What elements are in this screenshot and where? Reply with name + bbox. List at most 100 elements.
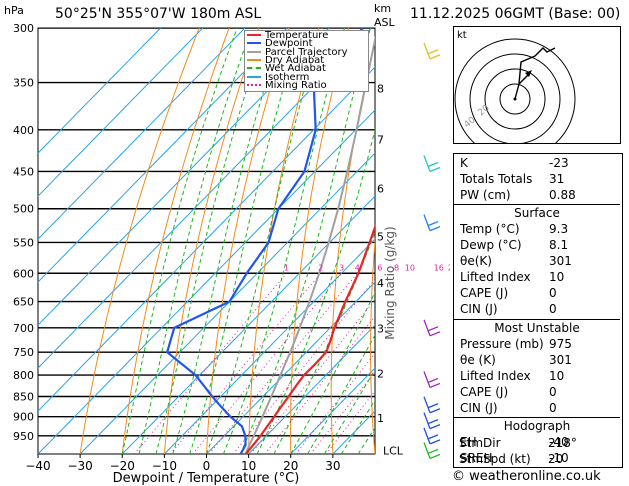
x-tick-label: 20: [283, 459, 298, 473]
mixing-ratio-label: 4: [355, 263, 360, 272]
divider: [454, 204, 620, 205]
wet-adiabat: [290, 291, 375, 454]
surface-thetae-value: 301: [549, 254, 572, 268]
parcel-trajectory-line: [244, 35, 375, 454]
mu-thetae-value: 301: [549, 353, 572, 367]
legend-item-wet-adiabat: Wet Adiabat: [247, 63, 326, 74]
pressure-tick-label: 600: [13, 267, 34, 280]
wind-barb-icon: [423, 319, 441, 337]
surface-temp-value: 9.3: [549, 222, 569, 236]
km-tick-label: 1: [377, 412, 384, 425]
isotherm: [38, 28, 372, 369]
hodo-ring-10: [499, 83, 531, 115]
mixing-ratio-label: 8: [394, 263, 399, 272]
surface-li-value: 10: [549, 270, 565, 284]
surface-cape-value: 0: [549, 286, 557, 300]
km-tick-label: 2: [377, 368, 384, 381]
hodograph-title: Hodograph: [503, 419, 571, 433]
mixing-ratio-label: 1: [284, 263, 289, 272]
legend-swatch: [247, 83, 261, 86]
pressure-tick-label: 700: [13, 322, 34, 335]
mu-cin-label: CIN (J): [460, 401, 498, 415]
mixing-ratio-line: [295, 352, 375, 454]
legend-item-mixing-ratio: Mixing Ratio: [247, 80, 327, 91]
chart-legend: Temperature Dewpoint Parcel Trajectory Dry …: [244, 30, 369, 92]
asl-label: ASL: [374, 16, 395, 29]
isotherm: [38, 28, 204, 197]
wind-barb-icon: [423, 214, 441, 232]
wet-adiabat: [121, 28, 238, 454]
surface-li-label: Lifted Index: [460, 270, 531, 284]
wet-adiabat: [256, 127, 375, 454]
mixing-ratio-label: 20: [448, 263, 450, 272]
hodo-trace-low: [514, 83, 520, 100]
mixing-ratio-line: [310, 371, 375, 454]
hodo-stmspd-label: StmSpd (kt): [459, 452, 531, 466]
mixing-ratio-label: 16: [434, 263, 444, 272]
km-tick-label: 6: [377, 182, 384, 195]
km-label: km: [374, 2, 392, 15]
index-pw-value: 0.88: [549, 188, 576, 202]
wet-adiabat: [172, 28, 285, 454]
hodo-stmdir-value: 218°: [548, 436, 577, 450]
legend-label: Dry Adiabat: [265, 54, 325, 66]
mixing-ratio-axis-title: Mixing Ratio (g/kg): [383, 226, 397, 339]
legend-item-temperature: Temperature: [247, 30, 328, 41]
x-axis-title: Dewpoint / Temperature (°C): [113, 471, 300, 486]
wet-adiabat: [189, 28, 303, 454]
km-tick-label: 7: [377, 133, 384, 146]
surface-title: Surface: [514, 206, 560, 220]
mu-thetae-label: θe (K): [460, 353, 496, 367]
wet-adiabat: [307, 333, 375, 454]
km-tick-label: 3: [377, 322, 384, 335]
mu-cape-value: 0: [549, 385, 557, 399]
pressure-tick-label: 450: [13, 165, 34, 178]
surface-dewp-label: Dewp (°C): [460, 238, 522, 252]
hodo-stmspd-value: 20: [548, 452, 564, 466]
x-tick-label: −10: [152, 459, 177, 473]
pressure-tick-label: 650: [13, 296, 34, 309]
divider: [454, 417, 620, 418]
mixing-ratio-label: 10: [405, 263, 415, 272]
wind-barb-icon: [423, 42, 441, 60]
isotherm: [38, 28, 288, 283]
legend-label: Wet Adiabat: [265, 63, 326, 75]
wind-barb-icon: [423, 412, 441, 430]
x-tick-label: −30: [67, 459, 92, 473]
mixing-ratio-line: [232, 278, 375, 454]
legend-label: Mixing Ratio: [265, 79, 327, 91]
legend-swatch: [247, 67, 261, 70]
x-tick-label: 30: [325, 459, 340, 473]
temperature-line: [244, 224, 375, 454]
surface-cin-label: CIN (J): [460, 302, 498, 316]
hodo-sreh-label: SREH: [460, 451, 493, 465]
isotherm: [38, 28, 161, 154]
wind-barb-icon: [423, 371, 441, 389]
legend-swatch: [247, 58, 261, 61]
mixing-ratio-label: 6: [377, 263, 382, 272]
dry-adiabat: [248, 28, 320, 454]
surface-thetae-label: θe(K): [460, 254, 492, 268]
pressure-tick-label: 350: [13, 77, 34, 90]
mu-cape-label: CAPE (J): [460, 385, 509, 399]
wet-adiabat: [340, 399, 375, 454]
legend-label: Isotherm: [265, 71, 310, 83]
isotherm: [121, 195, 375, 454]
dewpoint-line: [166, 28, 364, 454]
isotherm: [38, 28, 246, 240]
skew-t-chart: 3003504004505005506006507007508008509009…: [4, 4, 450, 486]
mu-pressure-value: 975: [549, 337, 572, 351]
copyright: © weatheronline.co.uk: [452, 469, 601, 484]
isotherm: [248, 324, 375, 454]
pressure-tick-label: 500: [13, 203, 34, 216]
x-tick-label: 0: [203, 459, 211, 473]
surface-dewp-value: 8.1: [549, 238, 569, 252]
legend-swatch: [247, 75, 261, 78]
wet-adiabat: [273, 230, 375, 454]
surface-temp-label: Temp (°C): [460, 222, 520, 236]
dry-adiabat: [163, 28, 260, 454]
dry-adiabat: [370, 235, 375, 454]
x-tick-label: −40: [25, 459, 50, 473]
hodo-eh-label: EH: [460, 435, 477, 449]
pressure-tick-label: 400: [13, 124, 34, 137]
